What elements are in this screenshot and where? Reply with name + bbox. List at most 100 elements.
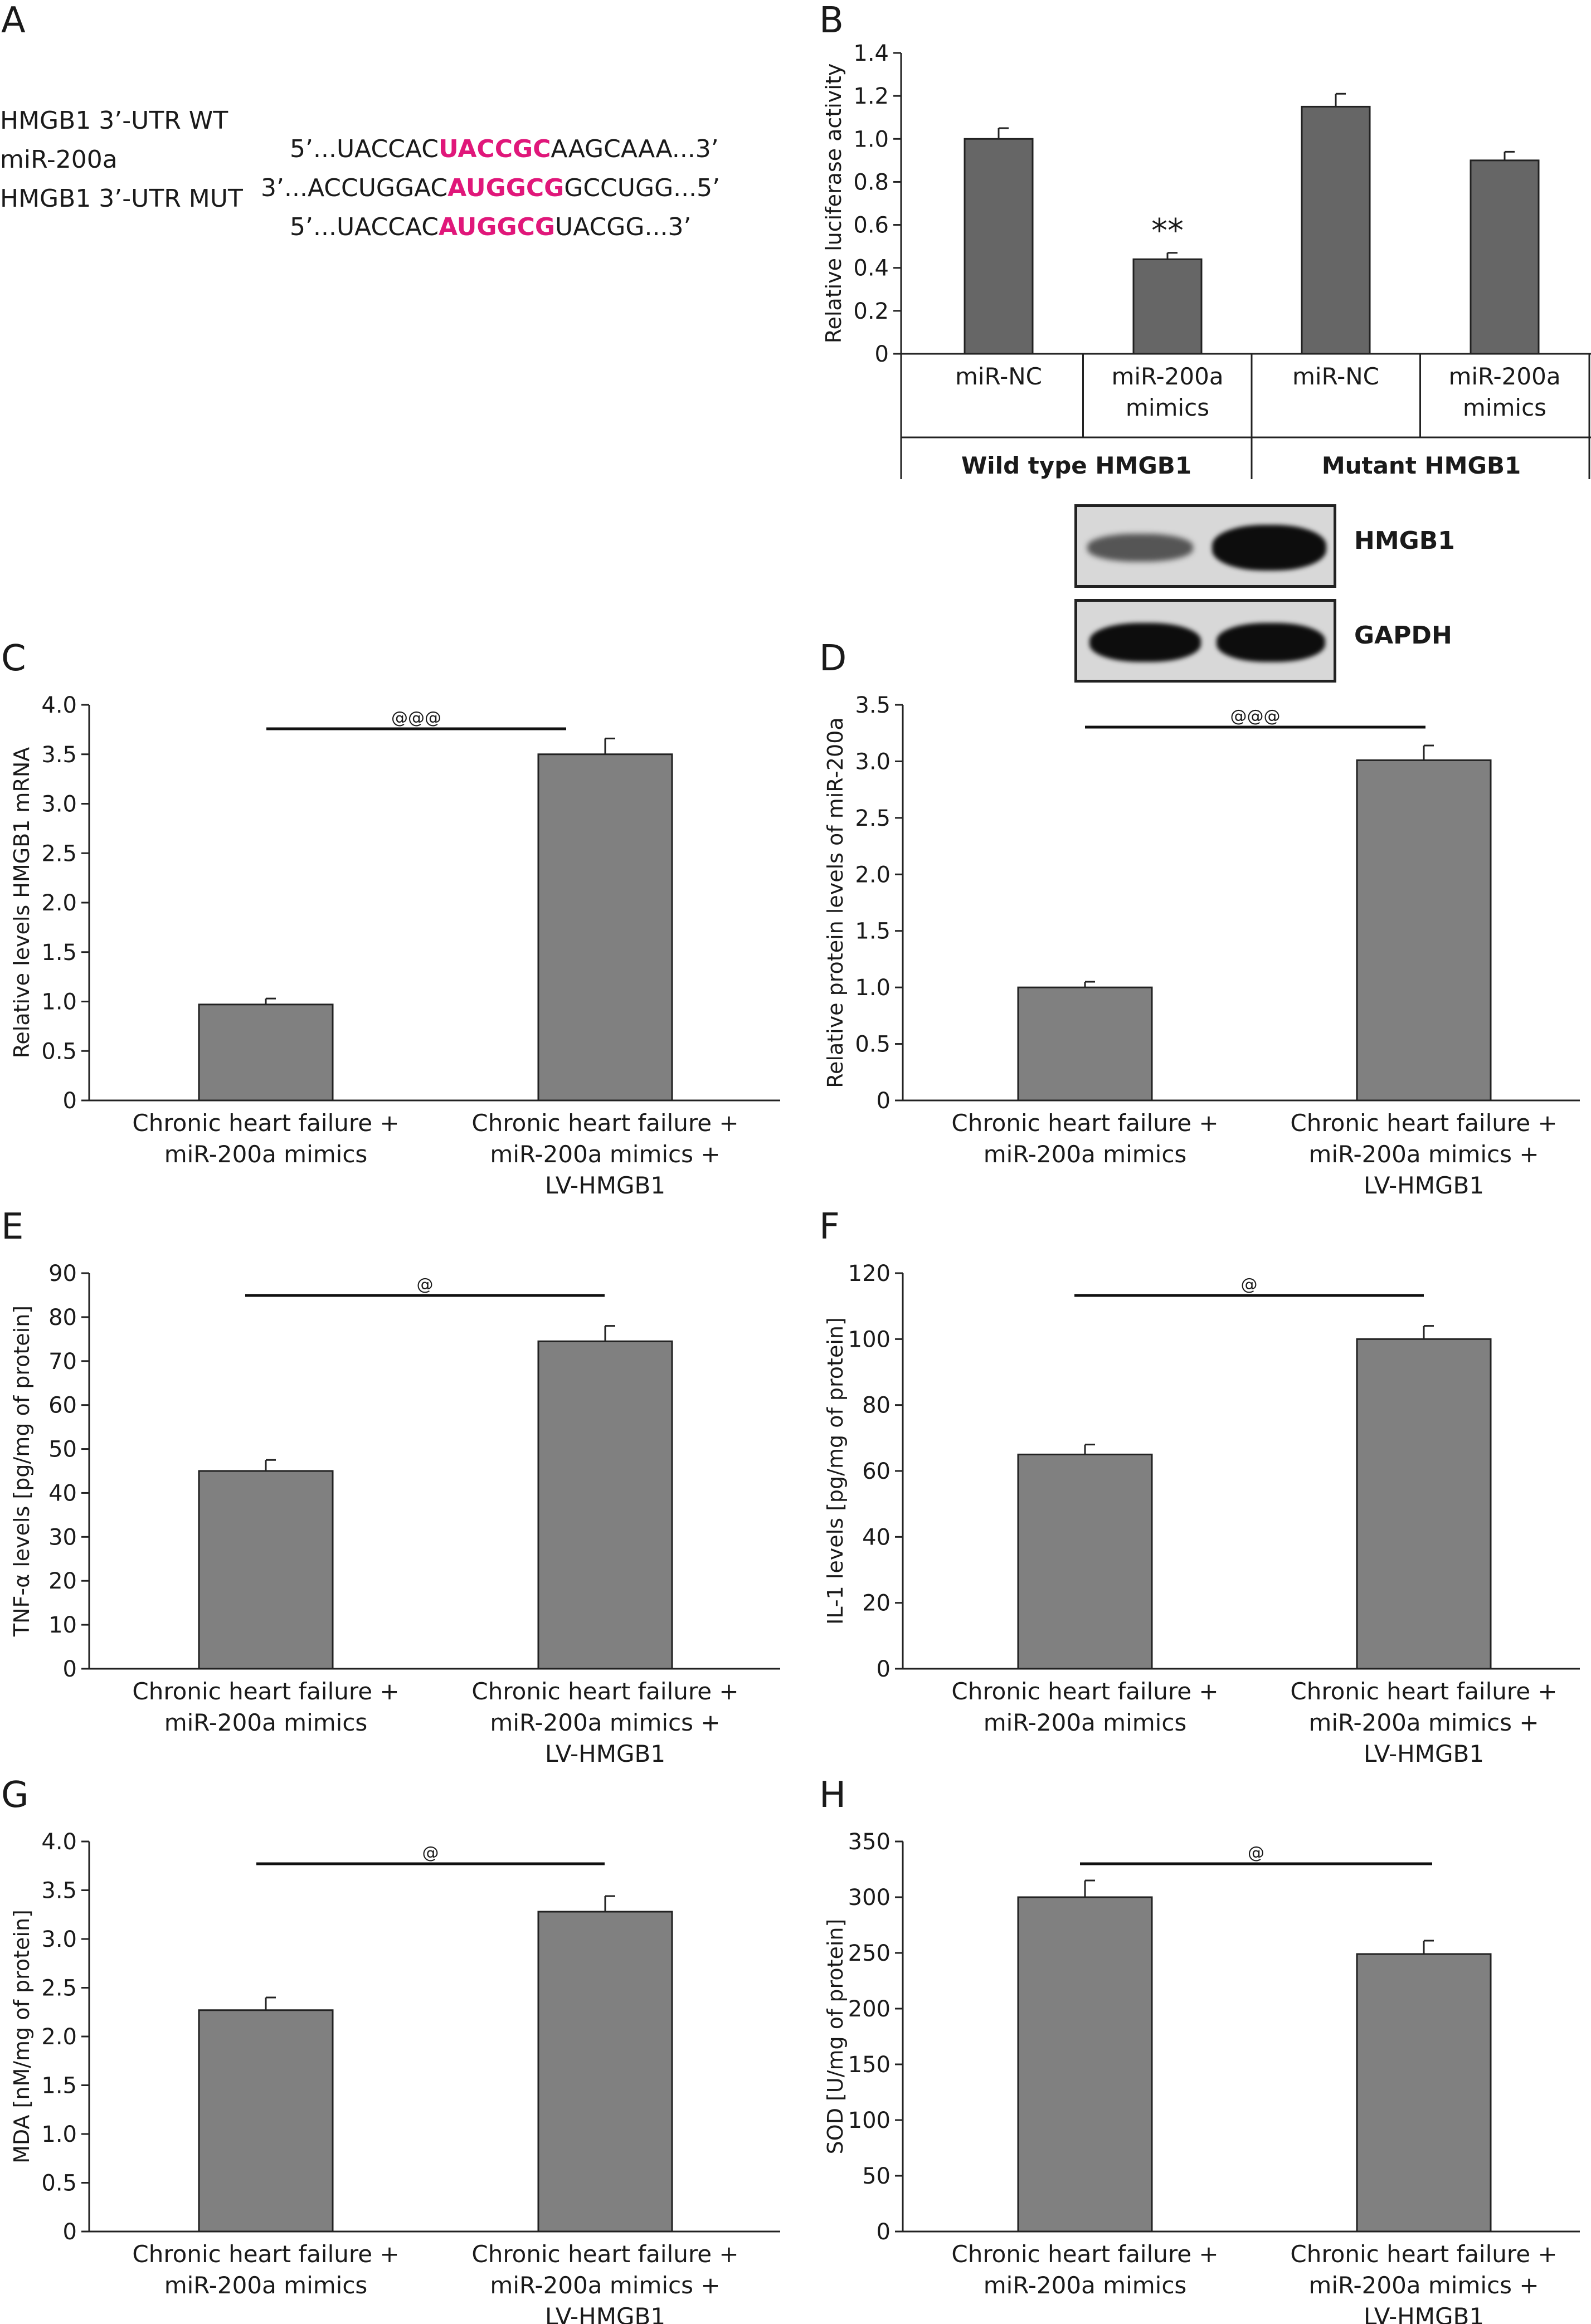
sequence-text: 5’...UACCACAUGGCGUACGG...3’	[290, 213, 691, 241]
y-tick-label: 1.5	[41, 2073, 77, 2099]
bar	[1356, 1338, 1492, 1670]
y-tick-label: 0	[877, 1088, 891, 1114]
panel-letter-f: F	[819, 1206, 840, 1248]
y-tick-label: 0.5	[41, 2171, 77, 2196]
x-tick-label: mimics	[1126, 394, 1209, 421]
blot-gapdh	[1074, 599, 1336, 683]
significance-marker: @	[422, 1843, 439, 1863]
y-tick-label: 30	[48, 1524, 77, 1550]
x-tick-label: Chronic heart failure +	[132, 2240, 399, 2268]
y-tick-label: 3.5	[41, 1878, 77, 1904]
chart-b: 0 0.2 0.4 0.6 0.8 1.0 1.2 1.4 Relative luciferas…	[821, 41, 1591, 479]
x-tick-label: miR-200a mimics	[164, 1141, 368, 1168]
x-tick-label: LV-HMGB1	[1364, 1740, 1484, 1767]
x-tick-label: Chronic heart failure +	[1290, 1678, 1557, 1705]
sequence-text: 5’...UACCACUACCGCAAGCAAA...3’	[290, 135, 719, 163]
bar	[198, 1470, 334, 1670]
x-tick-label: miR-200a mimics	[984, 1709, 1187, 1736]
y-tick-label: 40	[48, 1480, 77, 1506]
significance-marker: @@@	[1230, 707, 1281, 726]
y-tick-label: 20	[862, 1591, 891, 1616]
sequence-label: miR-200a	[0, 145, 118, 174]
y-tick-label: 10	[48, 1612, 77, 1638]
x-tick-label: miR-200a mimics	[164, 1709, 368, 1736]
y-tick-label: 1.5	[855, 919, 891, 944]
chart-d: 0 0.5 1.0 1.5 2.0 2.5 3.0 3.5 Relative protein l…	[823, 693, 1580, 1199]
panel-letter-a: A	[1, 0, 26, 41]
bar	[1132, 258, 1203, 355]
x-tick-label: miR-200a mimics +	[490, 1709, 720, 1736]
y-axis-label: SOD [U/mg of protein]	[823, 1919, 848, 2155]
bar	[537, 1911, 673, 2233]
y-tick-label: 2.0	[41, 2024, 77, 2050]
bar	[1017, 986, 1153, 1102]
significance-marker: @@@	[391, 708, 441, 728]
bar	[964, 138, 1034, 355]
sequence-row-mut: HMGB1 3’-UTR MUT 5’...UACCACAUGGCGUACGG.…	[0, 156, 780, 241]
x-tick-label: Chronic heart failure +	[951, 2240, 1218, 2268]
sequence-post: AAGCAAA...3’	[551, 135, 719, 163]
chart-c: 0 0.5 1.0 1.5 2.0 2.5 3.0 3.5 4.0 Relative levels…	[9, 693, 780, 1199]
bar	[1017, 1896, 1153, 2233]
chart-h: 0 50 100 150 200 250 300 350 SOD [U/mg of protei…	[823, 1829, 1580, 2324]
y-tick-label: 1.0	[41, 2122, 77, 2147]
bar	[1470, 159, 1540, 355]
bar	[198, 1003, 334, 1102]
y-tick-label: 3.5	[41, 742, 77, 768]
bar	[1017, 1453, 1153, 1670]
x-tick-label: Chronic heart failure +	[1290, 1109, 1557, 1137]
y-tick-label: 0.2	[853, 299, 889, 324]
y-axis-label: Relative levels HMGB1 mRNA	[9, 747, 34, 1059]
x-tick-label: miR-200a mimics	[984, 2272, 1187, 2299]
y-axis-label: TNF-α levels [pg/mg of protein]	[9, 1305, 34, 1637]
y-tick-label: 0.4	[853, 256, 889, 281]
y-tick-label: 2.5	[855, 806, 891, 831]
x-tick-label: Chronic heart failure +	[471, 1678, 738, 1705]
group-label: Mutant HMGB1	[1322, 452, 1521, 479]
x-tick-label: Chronic heart failure +	[132, 1678, 399, 1705]
y-tick-label: 3.0	[855, 749, 891, 774]
sequence-post: GCCUGG...5’	[564, 174, 721, 202]
y-tick-label: 3.0	[41, 792, 77, 817]
blot-band	[1212, 525, 1326, 571]
seed-region: AUGGCG	[438, 213, 556, 241]
bar	[1356, 1953, 1492, 2233]
significance-marker: @	[417, 1275, 434, 1294]
y-tick-label: 120	[848, 1261, 891, 1287]
significance-marker: @	[1248, 1843, 1264, 1863]
y-tick-label: 40	[862, 1524, 891, 1550]
bar	[537, 1340, 673, 1670]
bar	[1356, 759, 1492, 1102]
y-tick-label: 350	[848, 1829, 891, 1855]
seed-region: AUGGCG	[447, 174, 565, 202]
blot-hmgb1	[1074, 504, 1336, 588]
y-tick-label: 0	[63, 2219, 77, 2245]
blot-label-gapdh: GAPDH	[1354, 621, 1452, 650]
significance-marker: @	[1241, 1275, 1258, 1294]
x-tick-label: miR-200a mimics	[164, 2272, 368, 2299]
y-tick-label: 4.0	[41, 693, 77, 718]
y-tick-label: 90	[48, 1261, 77, 1287]
chart-g: 0 0.5 1.0 1.5 2.0 2.5 3.0 3.5 4.0 MDA [nM/mg of p…	[9, 1829, 780, 2324]
x-tick-label: miR-200a mimics +	[490, 2272, 720, 2299]
y-tick-label: 0	[877, 1656, 891, 1682]
x-tick-label: LV-HMGB1	[1364, 2303, 1484, 2324]
y-tick-label: 0	[63, 1656, 77, 1682]
panel-letter-b: B	[819, 0, 844, 41]
x-tick-label: miR-NC	[955, 363, 1042, 390]
x-tick-label: miR-NC	[1292, 363, 1379, 390]
x-tick-label: Chronic heart failure +	[471, 2240, 738, 2268]
significance-marker: **	[1151, 212, 1184, 250]
y-axis-label: MDA [nM/mg of protein]	[9, 1909, 34, 2164]
y-tick-label: 100	[848, 1327, 891, 1352]
panel-letter-h: H	[819, 1775, 846, 1816]
panel-letter-g: G	[1, 1775, 29, 1816]
panel-letter-c: C	[1, 638, 26, 679]
y-tick-label: 0	[877, 2219, 891, 2245]
group-label: Wild type HMGB1	[961, 452, 1191, 479]
y-axis-label: IL-1 levels [pg/mg of protein]	[823, 1317, 848, 1625]
sequence-pre: 5’...UACCAC	[290, 213, 439, 241]
x-tick-label: miR-200a mimics	[984, 1141, 1187, 1168]
y-tick-label: 70	[48, 1349, 77, 1375]
sequence-pre: 5’...UACCAC	[290, 135, 439, 163]
